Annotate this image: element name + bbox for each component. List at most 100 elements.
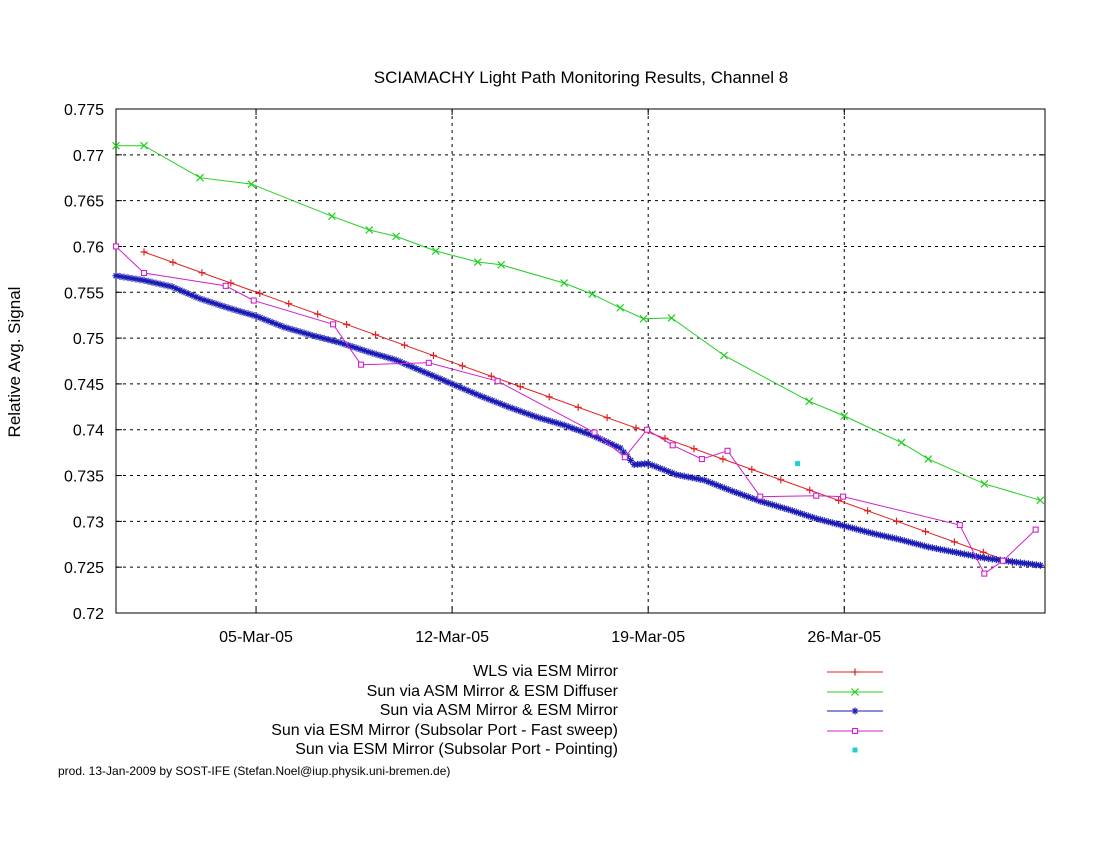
y-tick-label: 0.77 bbox=[73, 148, 104, 165]
data-point bbox=[805, 397, 814, 406]
data-point bbox=[473, 258, 482, 266]
data-point bbox=[988, 555, 996, 563]
series-line bbox=[116, 145, 1041, 501]
y-tick-label: 0.765 bbox=[64, 194, 104, 211]
data-point bbox=[777, 476, 785, 484]
legend-entry: WLS via ESM Mirror bbox=[300, 662, 900, 682]
data-point bbox=[516, 383, 524, 391]
data-point bbox=[1036, 496, 1045, 505]
legend-entry: Sun via ESM Mirror (Subsolar Port - Fast… bbox=[271, 721, 900, 741]
data-point bbox=[897, 438, 906, 447]
data-point bbox=[144, 277, 152, 285]
y-tick-label: 0.76 bbox=[73, 239, 104, 256]
legend-symbol bbox=[827, 707, 883, 715]
legend-symbol bbox=[827, 727, 883, 734]
y-tick-label: 0.725 bbox=[64, 560, 104, 577]
data-point bbox=[643, 426, 651, 433]
series-line bbox=[115, 275, 1041, 566]
y-axis-label: Relative Avg. Signal bbox=[5, 286, 24, 438]
data-point bbox=[621, 454, 628, 461]
data-point bbox=[1036, 561, 1044, 569]
data-point bbox=[806, 486, 814, 494]
legend-label: Sun via ESM Mirror (Subsolar Port - Fast… bbox=[271, 721, 618, 739]
data-point bbox=[724, 447, 731, 454]
data-point bbox=[835, 496, 843, 504]
legend-entry: Sun via ASM Mirror & ESM Mirror bbox=[300, 701, 900, 721]
x-tick-label: 19-Mar-05 bbox=[611, 629, 685, 646]
data-point bbox=[960, 550, 968, 558]
data-point bbox=[588, 290, 597, 299]
y-tick-label: 0.72 bbox=[73, 606, 104, 623]
data-point bbox=[840, 493, 847, 500]
plot-frame bbox=[115, 108, 1046, 614]
data-point bbox=[497, 260, 506, 269]
data-point bbox=[250, 297, 257, 304]
data-point bbox=[574, 403, 582, 411]
data-point bbox=[851, 687, 859, 696]
data-point bbox=[198, 269, 206, 277]
x-tick-label: 05-Mar-05 bbox=[219, 629, 293, 646]
legend-symbol bbox=[827, 668, 883, 676]
data-point bbox=[852, 747, 858, 753]
legend-entry: Sun via ASM Mirror & ESM Diffuser bbox=[300, 682, 900, 702]
legend-symbol bbox=[852, 747, 858, 753]
data-point bbox=[719, 455, 727, 463]
data-point bbox=[956, 521, 963, 529]
data-point bbox=[545, 393, 553, 401]
data-point bbox=[921, 528, 929, 536]
data-point bbox=[494, 378, 501, 385]
data-point bbox=[365, 226, 374, 234]
data-point bbox=[851, 668, 859, 676]
y-tick-label: 0.75 bbox=[73, 331, 104, 348]
data-point bbox=[112, 141, 120, 150]
data-point bbox=[112, 243, 120, 250]
data-point bbox=[560, 279, 569, 288]
series-line bbox=[115, 246, 1037, 575]
data-point bbox=[893, 517, 901, 525]
data-point bbox=[720, 351, 728, 360]
data-point bbox=[981, 570, 988, 577]
data-point bbox=[979, 548, 987, 556]
data-point bbox=[314, 310, 322, 318]
data-point bbox=[140, 141, 148, 150]
data-point bbox=[632, 424, 640, 432]
data-point bbox=[667, 314, 676, 322]
data-point bbox=[256, 289, 264, 297]
data-point bbox=[851, 727, 859, 734]
legend: WLS via ESM Mirror Sun via ASM Mirror & … bbox=[271, 662, 900, 760]
chart-title: SCIAMACHY Light Path Monitoring Results,… bbox=[373, 68, 789, 87]
data-point bbox=[140, 269, 148, 277]
data-point bbox=[392, 232, 401, 241]
footer-credit: prod. 13-Jan-2009 by SOST-IFE (Stefan.No… bbox=[58, 764, 451, 778]
data-point bbox=[247, 180, 256, 189]
data-point bbox=[840, 412, 849, 420]
legend-label: Sun via ASM Mirror & ESM Mirror bbox=[379, 702, 618, 719]
data-point bbox=[616, 303, 625, 312]
data-point bbox=[316, 333, 324, 341]
series-sun-via-asm-mirror-esm-diffuser bbox=[112, 141, 1045, 505]
data-point bbox=[424, 370, 432, 378]
data-point bbox=[416, 366, 424, 374]
data-point bbox=[952, 549, 960, 557]
data-point bbox=[639, 314, 648, 323]
data-point bbox=[980, 479, 989, 488]
y-tick-label: 0.745 bbox=[64, 377, 104, 394]
data-point bbox=[358, 361, 365, 368]
legend-label: Sun via ESM Mirror (Subsolar Port - Poin… bbox=[295, 741, 618, 758]
grid bbox=[116, 109, 1045, 613]
legend-entry: Sun via ESM Mirror (Subsolar Port - Poin… bbox=[295, 740, 900, 760]
y-tick-label: 0.74 bbox=[73, 423, 104, 440]
data-point bbox=[372, 331, 380, 339]
data-point bbox=[813, 492, 820, 499]
data-point bbox=[330, 321, 337, 328]
data-point bbox=[429, 352, 437, 360]
data-point bbox=[401, 341, 409, 349]
data-point bbox=[222, 282, 229, 289]
data-point bbox=[140, 248, 148, 256]
data-point bbox=[343, 320, 351, 328]
y-tick-label: 0.73 bbox=[73, 514, 104, 531]
series-group bbox=[112, 141, 1045, 577]
data-point bbox=[196, 173, 204, 182]
data-point bbox=[924, 455, 933, 463]
